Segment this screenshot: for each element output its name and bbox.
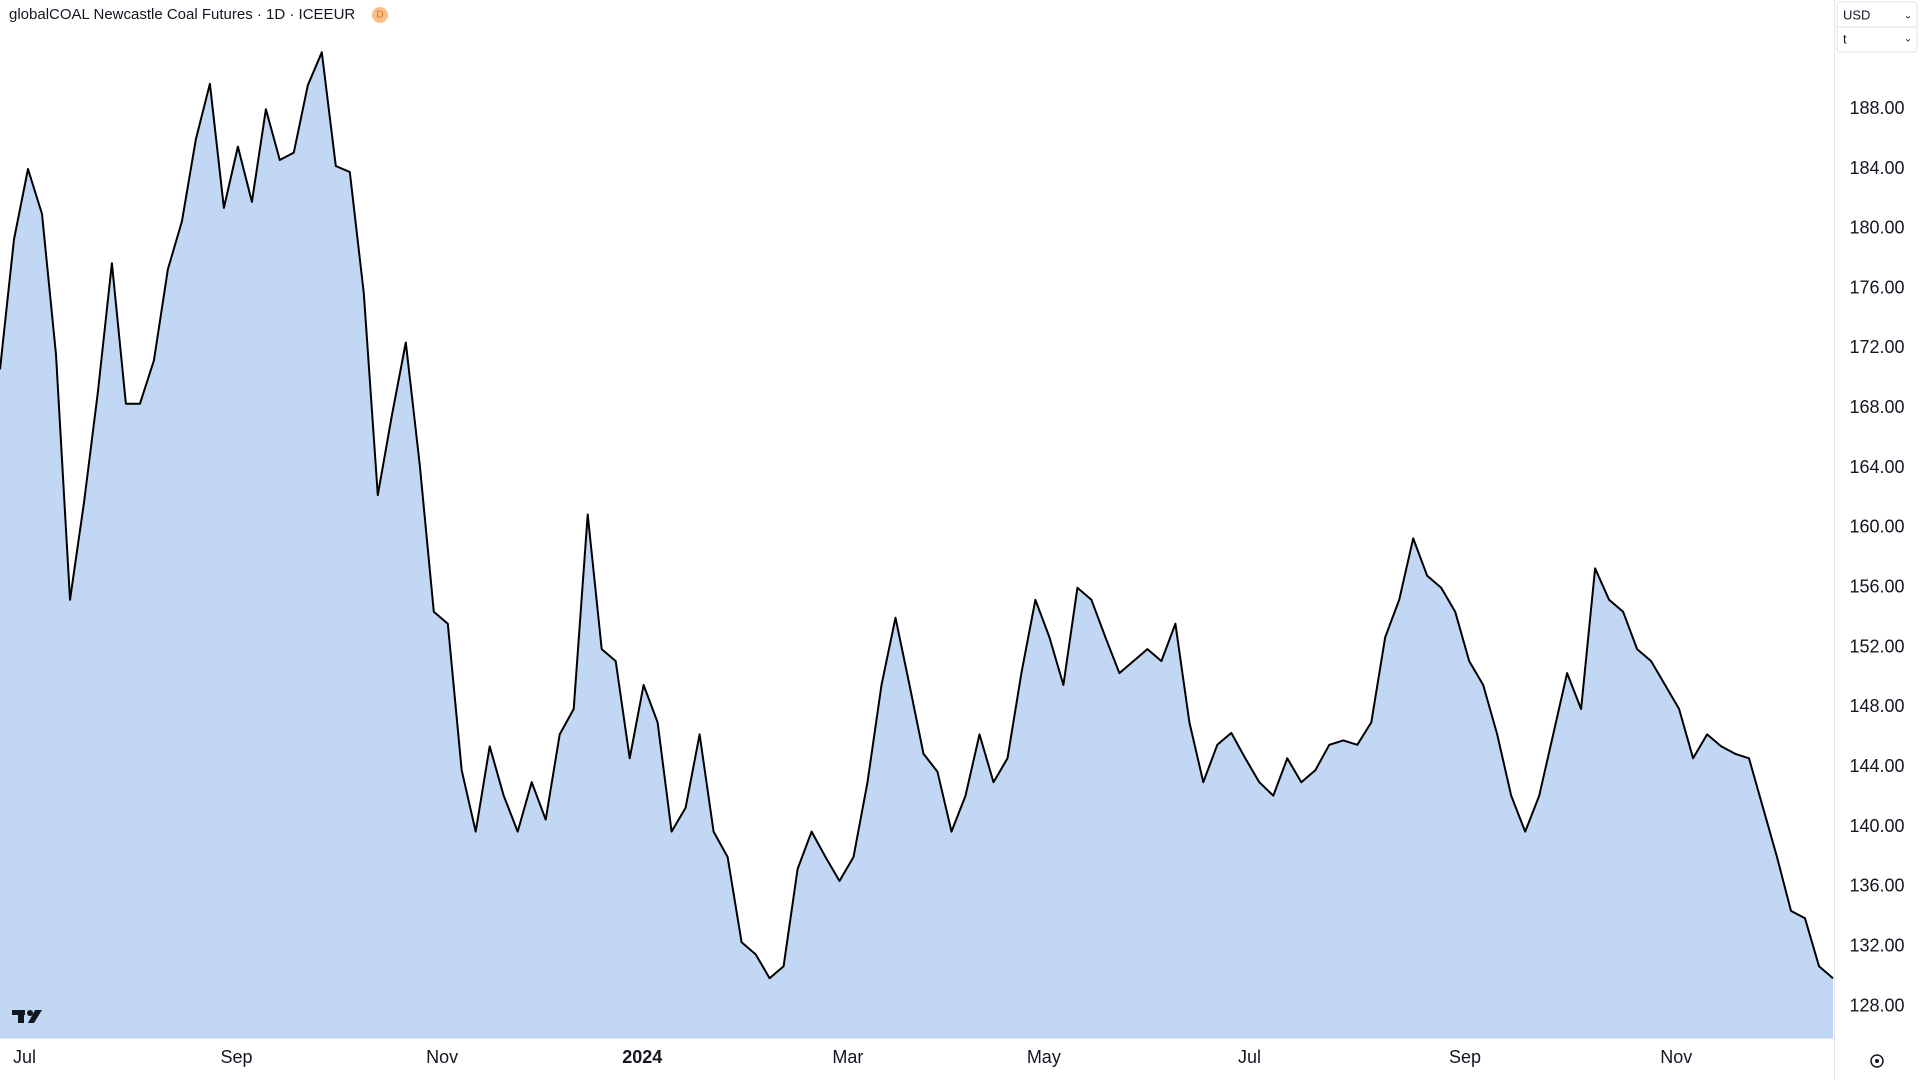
dropdown-arrow: ⌄ [1904, 34, 1912, 45]
x-tick-label: Nov [1660, 1047, 1692, 1067]
dropdown-arrow: ⌄ [1904, 11, 1912, 22]
x-tick-label: Mar [832, 1047, 863, 1067]
badge-bg [372, 7, 388, 23]
logo-part [27, 1010, 33, 1016]
x-tick-label: Sep [1449, 1047, 1481, 1067]
unit-select[interactable]: t [1843, 31, 1847, 46]
x-tick-label: Jul [1238, 1047, 1261, 1067]
y-tick-label: 172.00 [1849, 337, 1904, 357]
interval-badge: D [376, 10, 383, 21]
y-tick-label: 160.00 [1849, 517, 1904, 537]
y-tick-label: 140.00 [1849, 816, 1904, 836]
x-tick-label: 2024 [622, 1047, 662, 1067]
y-tick-label: 132.00 [1849, 936, 1904, 956]
area-fill [0, 52, 1833, 1039]
y-tick-label: 144.00 [1849, 756, 1904, 776]
x-tick-label: Sep [220, 1047, 252, 1067]
chart-title: globalCOAL Newcastle Coal Futures · 1D ·… [9, 6, 355, 23]
currency-select[interactable]: USD [1843, 7, 1870, 22]
tv-logo[interactable] [12, 1010, 42, 1023]
y-tick-label: 180.00 [1849, 218, 1904, 238]
y-tick-label: 188.00 [1849, 98, 1904, 118]
y-tick-label: 184.00 [1849, 158, 1904, 178]
area-line [0, 51, 1834, 980]
y-tick-label: 128.00 [1849, 995, 1904, 1015]
y-tick-label: 152.00 [1849, 636, 1904, 656]
logo-part [28, 1010, 42, 1023]
settings-icon-dot [1875, 1059, 1879, 1063]
logo-part [18, 1010, 24, 1023]
y-tick-label: 164.00 [1849, 457, 1904, 477]
labels: 128.00 132.00 136.00 140.00 144.00 148.00 152.… [13, 98, 1905, 1067]
y-tick-label: 156.00 [1849, 577, 1904, 597]
settings-icon[interactable] [1870, 1054, 1884, 1068]
x-tick-label: Jul [13, 1047, 36, 1067]
y-tick-label: 168.00 [1849, 397, 1904, 417]
y-tick-label: 136.00 [1849, 876, 1904, 896]
y-tick-label: 176.00 [1849, 277, 1904, 297]
x-tick-label: Nov [426, 1047, 458, 1067]
y-tick-label: 148.00 [1849, 696, 1904, 716]
x-tick-label: May [1027, 1047, 1061, 1067]
